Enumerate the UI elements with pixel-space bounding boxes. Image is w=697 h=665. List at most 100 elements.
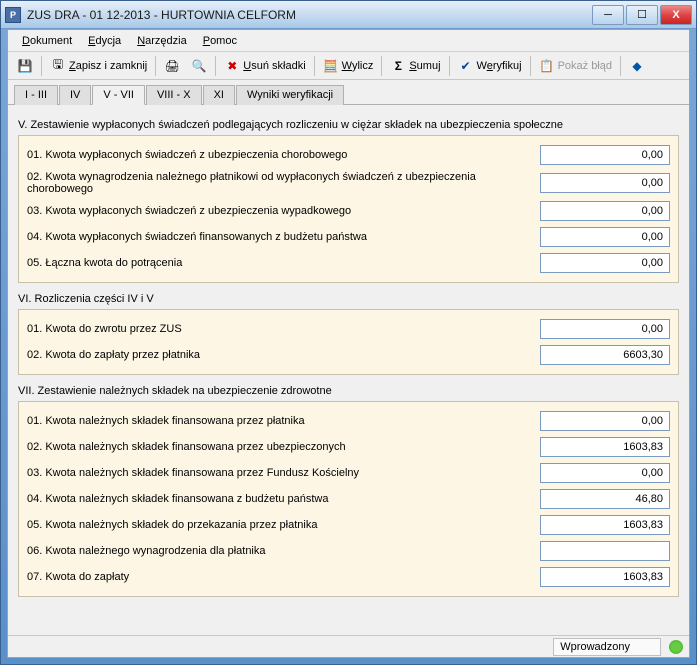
- separator: [620, 56, 621, 76]
- row-5-02: 02. Kwota wynagrodzenia należnego płatni…: [27, 168, 670, 198]
- input-5-04[interactable]: [540, 227, 670, 247]
- label-5-01: 01. Kwota wypłaconych świadczeń z ubezpi…: [27, 149, 540, 161]
- help-icon: ◆: [629, 58, 645, 74]
- row-7-01: 01. Kwota należnych składek finansowana …: [27, 408, 670, 434]
- status-text: Wprowadzony: [553, 638, 661, 656]
- delete-label: Usuń składki: [243, 60, 305, 72]
- delete-button[interactable]: ✖ Usuń składki: [219, 55, 310, 77]
- help-button[interactable]: ◆: [624, 55, 650, 77]
- verify-icon: ✔: [458, 58, 474, 74]
- menu-narzedzia[interactable]: Narzędzia: [129, 33, 195, 49]
- label-5-05: 05. Łączna kwota do potrącenia: [27, 257, 540, 269]
- input-6-02[interactable]: [540, 345, 670, 365]
- tab-8-10[interactable]: VIII - X: [146, 85, 202, 105]
- row-6-01: 01. Kwota do zwrotu przez ZUS: [27, 316, 670, 342]
- minimize-button[interactable]: ─: [592, 5, 624, 25]
- calculate-label: Wylicz: [342, 60, 374, 72]
- row-6-02: 02. Kwota do zapłaty przez płatnika: [27, 342, 670, 368]
- input-7-02[interactable]: [540, 437, 670, 457]
- sum-button[interactable]: Σ Sumuj: [385, 55, 445, 77]
- window-controls: ─ ☐ X: [592, 5, 692, 25]
- app-icon: P: [5, 7, 21, 23]
- separator: [449, 56, 450, 76]
- preview-button[interactable]: 🔍: [186, 55, 212, 77]
- input-7-03[interactable]: [540, 463, 670, 483]
- label-7-04: 04. Kwota należnych składek finansowana …: [27, 493, 540, 505]
- label-7-07: 07. Kwota do zapłaty: [27, 571, 540, 583]
- print-icon: 🖨: [164, 58, 180, 74]
- menubar: Dokument Edycja Narzędzia Pomoc: [8, 30, 689, 52]
- label-5-02: 02. Kwota wynagrodzenia należnego płatni…: [27, 171, 540, 195]
- label-7-01: 01. Kwota należnych składek finansowana …: [27, 415, 540, 427]
- separator: [381, 56, 382, 76]
- save-close-button[interactable]: 🖫 Zapisz i zamknij: [45, 55, 152, 77]
- save-close-label: Zapisz i zamknij: [69, 60, 147, 72]
- menu-dokument-label: okument: [30, 35, 72, 47]
- tab-verification[interactable]: Wyniki weryfikacji: [236, 85, 344, 105]
- section-6-box: 01. Kwota do zwrotu przez ZUS 02. Kwota …: [18, 309, 679, 375]
- input-5-01[interactable]: [540, 145, 670, 165]
- separator: [155, 56, 156, 76]
- input-6-01[interactable]: [540, 319, 670, 339]
- input-5-05[interactable]: [540, 253, 670, 273]
- show-error-button[interactable]: 📋 Pokaż błąd: [534, 55, 617, 77]
- menu-dokument[interactable]: Dokument: [14, 33, 80, 49]
- show-error-icon: 📋: [539, 58, 555, 74]
- statusbar: Wprowadzony: [8, 635, 689, 657]
- save-icon-button[interactable]: 💾: [12, 55, 38, 77]
- menu-pomoc-label: omoc: [210, 35, 237, 47]
- tab-5-7[interactable]: V - VII: [92, 85, 145, 105]
- window-title: ZUS DRA - 01 12-2013 - HURTOWNIA CELFORM: [27, 8, 592, 22]
- save-icon: 💾: [17, 58, 33, 74]
- titlebar: P ZUS DRA - 01 12-2013 - HURTOWNIA CELFO…: [1, 1, 696, 29]
- input-5-03[interactable]: [540, 201, 670, 221]
- input-7-01[interactable]: [540, 411, 670, 431]
- menu-pomoc[interactable]: Pomoc: [195, 33, 245, 49]
- tab-4[interactable]: IV: [59, 85, 91, 105]
- verify-button[interactable]: ✔ Weryfikuj: [453, 55, 527, 77]
- menu-edycja-label: dycja: [96, 35, 122, 47]
- delete-icon: ✖: [224, 58, 240, 74]
- separator: [314, 56, 315, 76]
- show-error-label: Pokaż błąd: [558, 60, 612, 72]
- separator: [530, 56, 531, 76]
- row-7-06: 06. Kwota należnego wynagrodzenia dla pł…: [27, 538, 670, 564]
- menu-edycja[interactable]: Edycja: [80, 33, 129, 49]
- close-button[interactable]: X: [660, 5, 692, 25]
- calculate-button[interactable]: 🧮 Wylicz: [318, 55, 379, 77]
- calculate-icon: 🧮: [323, 58, 339, 74]
- separator: [215, 56, 216, 76]
- row-7-05: 05. Kwota należnych składek do przekazan…: [27, 512, 670, 538]
- verify-label: Weryfikuj: [477, 60, 522, 72]
- label-7-06: 06. Kwota należnego wynagrodzenia dla pł…: [27, 545, 540, 557]
- preview-icon: 🔍: [191, 58, 207, 74]
- input-7-05[interactable]: [540, 515, 670, 535]
- section-5-title: V. Zestawienie wypłaconych świadczeń pod…: [18, 119, 679, 131]
- input-7-06[interactable]: [540, 541, 670, 561]
- tab-strip: I - III IV V - VII VIII - X XI Wyniki we…: [8, 80, 689, 105]
- label-7-03: 03. Kwota należnych składek finansowana …: [27, 467, 540, 479]
- input-5-02[interactable]: [540, 173, 670, 193]
- row-7-07: 07. Kwota do zapłaty: [27, 564, 670, 590]
- row-7-03: 03. Kwota należnych składek finansowana …: [27, 460, 670, 486]
- row-5-01: 01. Kwota wypłaconych świadczeń z ubezpi…: [27, 142, 670, 168]
- label-7-05: 05. Kwota należnych składek do przekazan…: [27, 519, 540, 531]
- row-7-02: 02. Kwota należnych składek finansowana …: [27, 434, 670, 460]
- tab-11[interactable]: XI: [203, 85, 235, 105]
- label-5-03: 03. Kwota wypłaconych świadczeń z ubezpi…: [27, 205, 540, 217]
- input-7-07[interactable]: [540, 567, 670, 587]
- input-7-04[interactable]: [540, 489, 670, 509]
- status-ok-icon: [669, 640, 683, 654]
- print-button[interactable]: 🖨: [159, 55, 185, 77]
- maximize-button[interactable]: ☐: [626, 5, 658, 25]
- client-area: Dokument Edycja Narzędzia Pomoc 💾 🖫 Zapi…: [7, 29, 690, 658]
- section-7-box: 01. Kwota należnych składek finansowana …: [18, 401, 679, 597]
- tab-1-3[interactable]: I - III: [14, 85, 58, 105]
- label-5-04: 04. Kwota wypłaconych świadczeń finansow…: [27, 231, 540, 243]
- sum-icon: Σ: [390, 58, 406, 74]
- label-6-01: 01. Kwota do zwrotu przez ZUS: [27, 323, 540, 335]
- label-7-02: 02. Kwota należnych składek finansowana …: [27, 441, 540, 453]
- row-7-04: 04. Kwota należnych składek finansowana …: [27, 486, 670, 512]
- section-7-title: VII. Zestawienie należnych składek na ub…: [18, 385, 679, 397]
- row-5-05: 05. Łączna kwota do potrącenia: [27, 250, 670, 276]
